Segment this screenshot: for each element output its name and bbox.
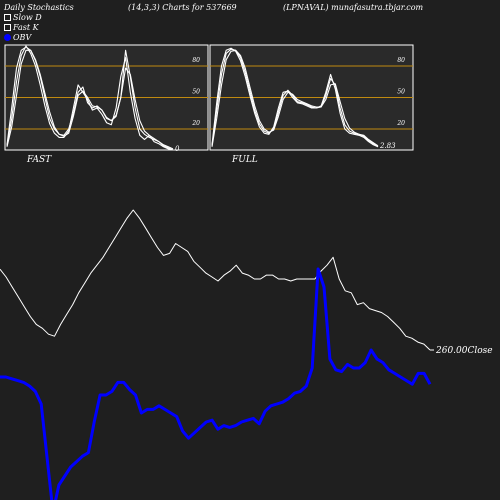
full-ytick-label: 50 (397, 89, 405, 96)
legend-swatch-obv (4, 34, 11, 41)
fast-ytick-label: 20 (191, 120, 200, 127)
full-series-line-3 (211, 49, 379, 147)
fast-ytick-label: 80 (192, 57, 200, 64)
legend-label-obv: OBV (13, 33, 32, 42)
chart-title-left: Daily Stochastics (4, 3, 74, 12)
legend-label-fast-k: Fast K (13, 23, 39, 32)
chart-title-right: (LPNAVAL) munafasutra.tbjar.com (283, 3, 424, 12)
fast-ytick-label: 50 (192, 89, 200, 96)
full-ytick-label: 20 (396, 120, 405, 127)
legend-swatch-slow-d (4, 14, 11, 21)
fast-series-line-2 (6, 45, 174, 151)
fast-panel-title: FAST (26, 155, 52, 165)
full-series-line-1 (211, 47, 379, 148)
chart-title-center: (14,3,3) Charts for 537669 (128, 3, 237, 12)
full-panel-title: FULL (231, 155, 258, 165)
obv-line (0, 267, 432, 500)
fast-series-line-3 (6, 49, 174, 150)
close-price-line (0, 209, 431, 351)
fast-last-value-label: 0 (175, 145, 180, 153)
legend-obv: OBV (4, 33, 31, 42)
legend-fast-k: Fast K (4, 23, 39, 32)
full-last-value-label: 2.83 (379, 142, 396, 150)
legend-swatch-fast-k (4, 24, 11, 31)
close-price-label: 260.00Close (435, 346, 493, 356)
full-ytick-label: 80 (397, 57, 405, 64)
legend-slow-d: Slow D (4, 13, 42, 22)
full-series-line-2 (211, 48, 379, 148)
legend-label-slow-d: Slow D (13, 13, 42, 22)
